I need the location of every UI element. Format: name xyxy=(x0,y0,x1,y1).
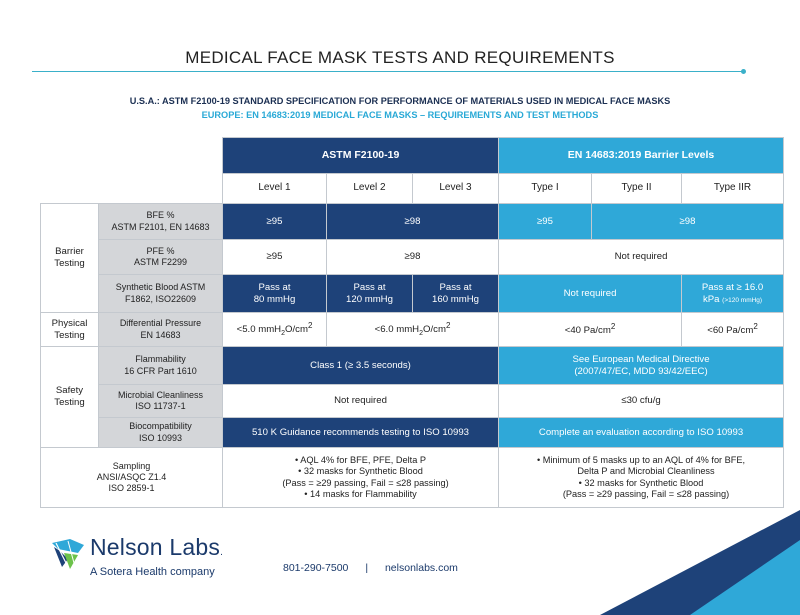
phone-number: 801-290-7500 xyxy=(283,562,349,574)
sampling-en-item: Delta P and Microbial Cleanliness xyxy=(577,466,715,476)
contact-info: 801-290-7500 | nelsonlabs.com xyxy=(283,562,472,574)
biocompatibility-test: Biocompatibility ISO 10993 xyxy=(98,417,223,448)
barrier-testing-category: Barrier Testing xyxy=(40,203,99,313)
type-2r-header: Type IIR xyxy=(681,173,785,204)
pfe-level-2-3: ≥98 xyxy=(325,239,500,275)
sampling-en-item: • Minimum of 5 masks up to an AQL of 4% … xyxy=(536,454,746,465)
dp-type-2r: <60 Pa/cm2 xyxy=(681,312,785,347)
pfe-test: PFE % ASTM F2299 xyxy=(98,239,223,275)
subtitle-eu: EUROPE: EN 14683:2019 MEDICAL FACE MASKS… xyxy=(201,110,599,120)
synthetic-level-1: Pass at 80 mmHg xyxy=(222,274,327,313)
level-header-row: Level 1 Level 2 Level 3 Type I Type II T… xyxy=(40,173,785,204)
differential-pressure-row: Physical Testing Differential Pressure EN… xyxy=(40,312,785,347)
sampling-category: Sampling ANSI/ASQC Z1.4 ISO 2859-1 xyxy=(40,447,223,508)
bfe-type-1: ≥95 xyxy=(498,203,593,240)
synthetic-level-2: Pass at 120 mmHg xyxy=(326,274,413,313)
sampling-en: • Minimum of 5 masks up to an AQL of 4% … xyxy=(498,447,785,508)
requirements-table: ASTM F2100-19 EN 14683:2019 Barrier Leve… xyxy=(40,137,785,508)
sampling-en-item: (Pass = ≥29 passing, Fail = ≤28 passing) xyxy=(562,489,730,499)
sampling-en-item: • 32 masks for Synthetic Blood xyxy=(578,477,704,488)
physical-testing-category: Physical Testing xyxy=(40,312,99,347)
microbial-test: Microbial Cleanliness ISO 11737-1 xyxy=(98,384,223,418)
pfe-en: Not required xyxy=(498,239,785,275)
dp-type-1-2: <40 Pa/cm2 xyxy=(498,312,683,347)
synthetic-level-3: Pass at 160 mmHg xyxy=(411,274,500,313)
brand-name: Nelson Labs. xyxy=(90,534,224,560)
pfe-row: PFE % ASTM F2299 ≥95 ≥98 Not required xyxy=(41,239,785,275)
corner-decoration xyxy=(600,510,800,615)
flammability-en: See European Medical Directive (2007/47/E… xyxy=(498,346,785,385)
synthetic-type-2r: Pass at ≥ 16.0 kPa (>120 mmHg) xyxy=(681,274,785,313)
synthetic-blood-row: Synthetic Blood ASTM F1862, ISO22609 Pass… xyxy=(41,274,785,313)
synthetic-blood-test: Synthetic Blood ASTM F1862, ISO22609 xyxy=(98,274,223,313)
flammability-test: Flammability 16 CFR Part 1610 xyxy=(98,346,223,385)
microbial-astm: Not required xyxy=(221,384,500,418)
sampling-row: Sampling ANSI/ASQC Z1.4 ISO 2859-1 • AQL… xyxy=(40,447,785,508)
website-link[interactable]: nelsonlabs.com xyxy=(384,562,458,574)
sampling-astm-item: • 14 masks for Flammability xyxy=(304,489,417,499)
pfe-level-1: ≥95 xyxy=(222,239,327,275)
biocompatibility-row: Biocompatibility ISO 10993 510 K Guidance… xyxy=(41,417,785,448)
microbial-en: ≤30 cfu/g xyxy=(498,384,785,418)
en-header: EN 14683:2019 Barrier Levels xyxy=(498,137,785,174)
bfe-level-1: ≥95 xyxy=(222,203,327,240)
level-3-header: Level 3 xyxy=(411,173,500,204)
type-2-header: Type II xyxy=(591,173,683,204)
title-rule xyxy=(32,71,744,72)
synthetic-type-1-2: Not required xyxy=(498,274,683,313)
flammability-row: Safety Testing Flammability 16 CFR Part 1… xyxy=(40,346,785,448)
brand-tagline: A Sotera Health company xyxy=(90,566,215,578)
standard-header-row: ASTM F2100-19 EN 14683:2019 Barrier Leve… xyxy=(40,137,785,174)
bfe-row: Barrier Testing BFE % ASTM F2101, EN 1468… xyxy=(40,203,785,313)
dp-level-1: <5.0 mmH2O/cm2 xyxy=(222,312,327,347)
sampling-astm-item: • 32 masks for Synthetic Blood xyxy=(298,466,423,476)
astm-header: ASTM F2100-19 xyxy=(221,137,500,174)
nelson-labs-logo-icon xyxy=(52,539,84,569)
page-title: MEDICAL FACE MASK TESTS AND REQUIREMENTS xyxy=(185,48,615,67)
subtitle-us: U.S.A.: ASTM F2100-19 STANDARD SPECIFICA… xyxy=(129,96,671,106)
biocompatibility-astm: 510 K Guidance recommends testing to ISO… xyxy=(221,417,500,448)
safety-testing-category: Safety Testing xyxy=(40,346,99,448)
bfe-test: BFE % ASTM F2101, EN 14683 xyxy=(98,203,223,240)
bfe-level-2-3: ≥98 xyxy=(325,203,500,240)
differential-pressure-test: Differential Pressure EN 14683 xyxy=(98,312,223,347)
level-2-header: Level 2 xyxy=(326,173,413,204)
biocompatibility-en: Complete an evaluation according to ISO … xyxy=(498,417,785,448)
sampling-astm-item: (Pass = ≥29 passing, Fail = ≤28 passing) xyxy=(282,477,449,488)
bfe-type-2-2r: ≥98 xyxy=(591,203,785,240)
sampling-astm-item: • AQL 4% for BFE, PFE, Delta P xyxy=(294,454,427,465)
contact-separator: | xyxy=(365,562,369,574)
microbial-row: Microbial Cleanliness ISO 11737-1 Not req… xyxy=(41,384,785,418)
type-1-header: Type I xyxy=(498,173,593,204)
flammability-astm: Class 1 (≥ 3.5 seconds) xyxy=(221,346,500,385)
level-1-header: Level 1 xyxy=(222,173,327,204)
title-rule-dot xyxy=(741,69,746,74)
sampling-astm: • AQL 4% for BFE, PFE, Delta P • 32 mask… xyxy=(221,447,500,508)
dp-level-2-3: <6.0 mmH2O/cm2 xyxy=(325,312,500,347)
